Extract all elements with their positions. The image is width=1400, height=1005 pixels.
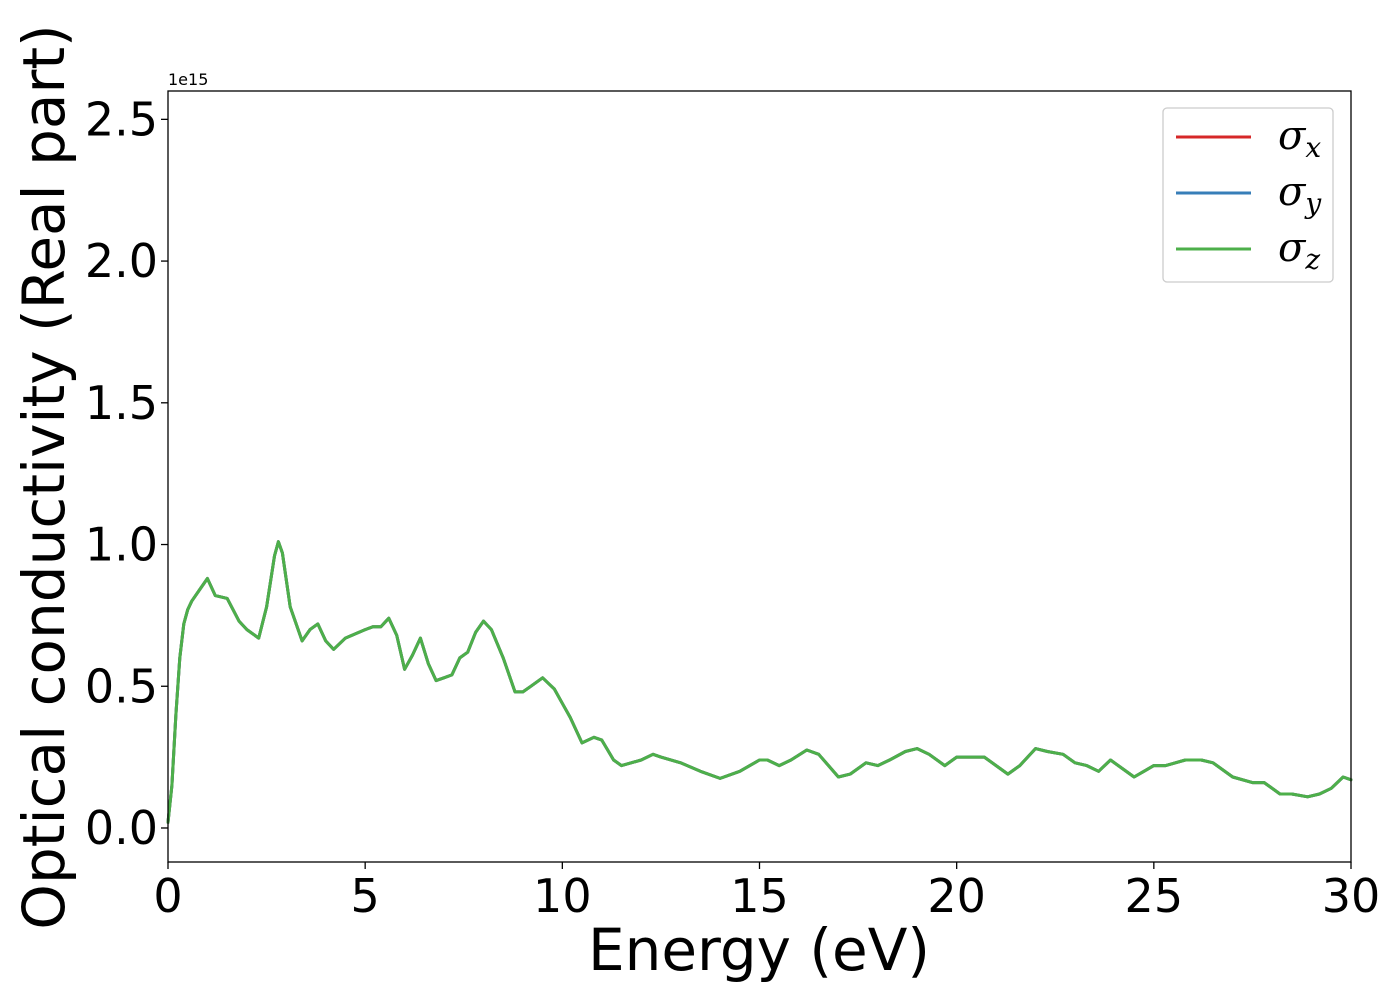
legend-label-z: σz xyxy=(1278,225,1320,276)
x-axis-label: Energy (eV) xyxy=(588,916,930,984)
series-layer xyxy=(166,540,1353,824)
x-tick-label: 25 xyxy=(1125,869,1184,923)
series-line-z xyxy=(166,540,1353,824)
x-tick-label: 20 xyxy=(927,869,986,923)
y-tick-label: 2.5 xyxy=(85,92,158,146)
y-tick-label: 0.5 xyxy=(85,659,158,713)
y-tick-label: 0.0 xyxy=(85,801,158,855)
y-tick-label: 1.0 xyxy=(85,518,158,572)
y-axis-ticks: 0.0 0.5 1.0 1.5 2.0 2.5 xyxy=(85,92,168,855)
x-tick-label: 5 xyxy=(351,869,380,923)
x-tick-label: 30 xyxy=(1322,869,1381,923)
x-axis-ticks: 0 5 10 15 20 25 30 xyxy=(153,862,1380,923)
x-tick-label: 10 xyxy=(533,869,592,923)
x-tick-label: 15 xyxy=(730,869,789,923)
plot-background xyxy=(168,91,1351,862)
x-tick-label: 0 xyxy=(153,869,182,923)
y-tick-label: 1.5 xyxy=(85,376,158,430)
legend-label-y: σy xyxy=(1278,169,1322,220)
y-axis-label: Optical conductivity (Real part) xyxy=(10,24,78,929)
y-offset-label: 1e15 xyxy=(168,70,208,89)
y-tick-label: 2.0 xyxy=(85,234,158,288)
legend-label-x: σx xyxy=(1278,113,1321,164)
legend-box xyxy=(1162,107,1334,283)
